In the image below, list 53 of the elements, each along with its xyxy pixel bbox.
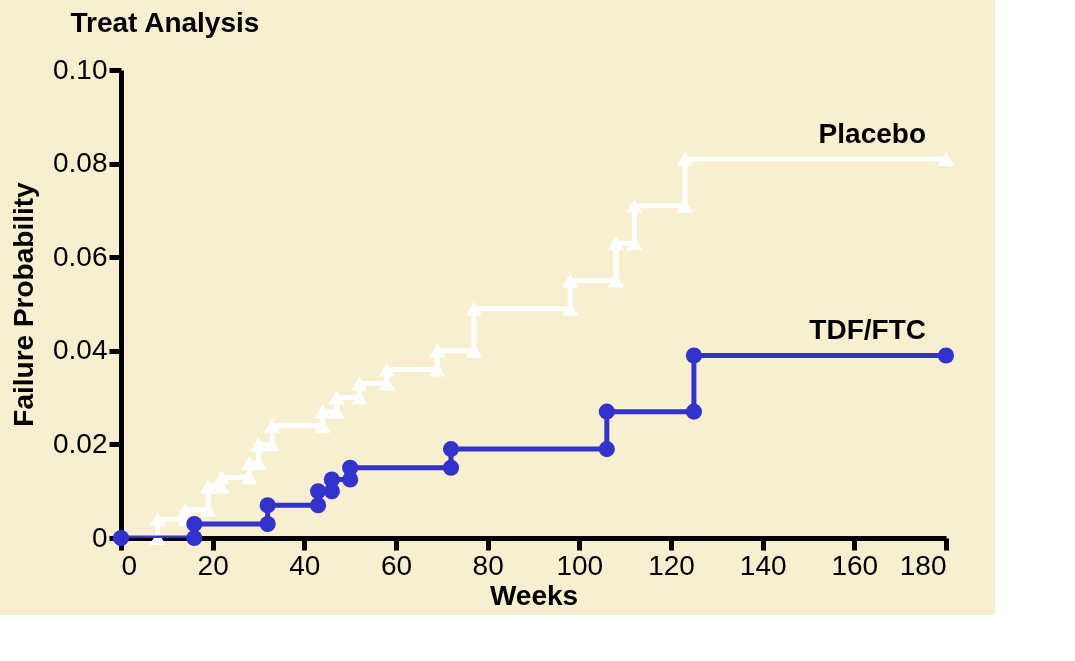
point bbox=[429, 343, 446, 358]
point bbox=[186, 515, 203, 533]
point bbox=[351, 376, 368, 391]
point bbox=[323, 471, 340, 488]
point bbox=[177, 502, 194, 517]
x-tick-label: 40 bbox=[289, 549, 321, 581]
point bbox=[250, 437, 267, 452]
y-tick-label: 0.08 bbox=[53, 147, 108, 179]
point bbox=[626, 198, 643, 213]
series-label: Placebo bbox=[818, 117, 926, 149]
x-tick-label: 180 bbox=[899, 549, 947, 581]
y-tick-label: 0.02 bbox=[53, 427, 108, 459]
point bbox=[314, 404, 331, 419]
point bbox=[264, 418, 281, 433]
x-tick-label: 160 bbox=[831, 549, 879, 581]
y-tick-label: 0.04 bbox=[53, 334, 108, 366]
point bbox=[186, 529, 203, 547]
y-tick-label: 0.10 bbox=[53, 53, 108, 85]
point bbox=[937, 347, 955, 364]
y-tick-label: 0.06 bbox=[53, 240, 108, 272]
chart-title: Treat Analysis bbox=[70, 7, 260, 38]
point bbox=[465, 301, 482, 316]
x-tick-label: 80 bbox=[472, 549, 504, 581]
x-axis-title: Weeks bbox=[489, 579, 579, 611]
point bbox=[598, 403, 615, 420]
point bbox=[378, 362, 395, 377]
point bbox=[213, 470, 230, 485]
point bbox=[259, 497, 276, 514]
point bbox=[676, 151, 693, 166]
point bbox=[342, 459, 359, 476]
x-tick-label: 60 bbox=[380, 549, 413, 581]
x-tick-label: 120 bbox=[648, 549, 695, 581]
x-tick-label: 0 bbox=[121, 549, 138, 581]
point bbox=[200, 479, 217, 494]
point bbox=[442, 441, 460, 458]
x-tick-label: 140 bbox=[739, 549, 787, 581]
point bbox=[310, 497, 327, 514]
series-label: TDF/FTC bbox=[809, 314, 926, 346]
point bbox=[937, 151, 955, 166]
y-axis-title: Failure Probability bbox=[8, 181, 39, 427]
point bbox=[259, 515, 276, 533]
x-tick-label: 20 bbox=[197, 549, 229, 581]
point bbox=[328, 390, 345, 405]
point bbox=[442, 459, 460, 476]
y-tick-label: 0 bbox=[91, 521, 108, 553]
point bbox=[562, 273, 579, 288]
point bbox=[598, 441, 615, 458]
point bbox=[685, 347, 702, 364]
x-tick-label: 100 bbox=[556, 549, 604, 581]
point bbox=[310, 483, 327, 500]
point bbox=[607, 236, 625, 251]
point bbox=[685, 403, 702, 420]
point bbox=[149, 512, 166, 527]
